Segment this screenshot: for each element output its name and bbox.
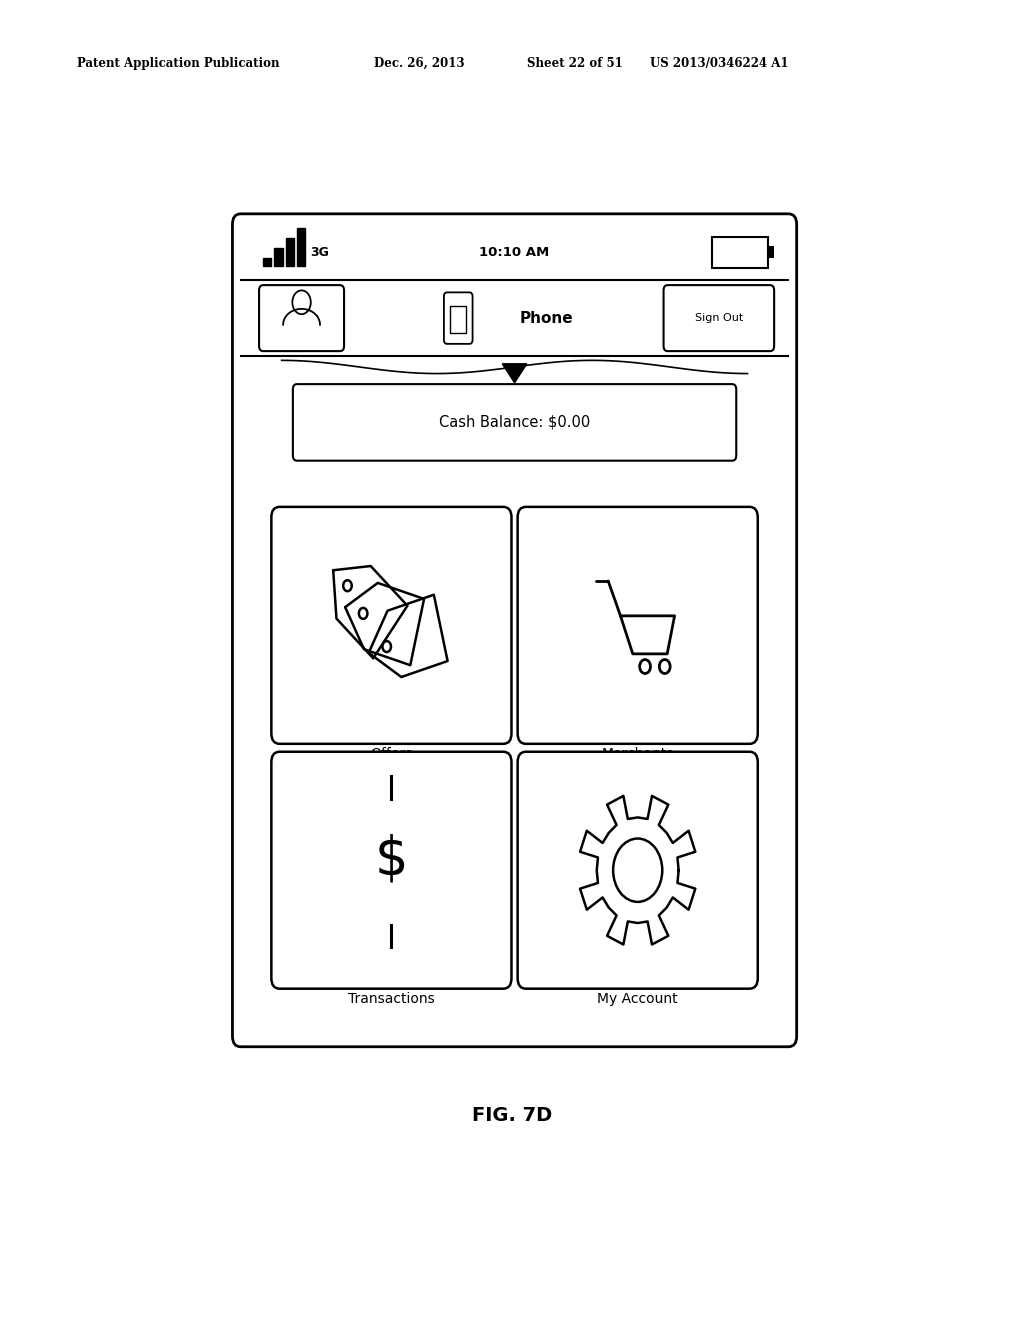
Circle shape [382, 642, 391, 652]
Bar [768, 246, 774, 259]
Polygon shape [502, 364, 526, 383]
FancyBboxPatch shape [271, 752, 511, 989]
Text: Phone: Phone [519, 310, 573, 326]
FancyBboxPatch shape [271, 507, 511, 744]
Circle shape [613, 838, 663, 902]
Text: US 2013/0346224 A1: US 2013/0346224 A1 [650, 57, 788, 70]
FancyBboxPatch shape [232, 214, 797, 1047]
FancyBboxPatch shape [664, 285, 774, 351]
Circle shape [640, 660, 650, 673]
Bar [286, 238, 294, 267]
FancyBboxPatch shape [517, 752, 758, 989]
Circle shape [358, 609, 368, 619]
Text: Offers: Offers [371, 747, 413, 762]
Text: Sheet 22 of 51: Sheet 22 of 51 [527, 57, 624, 70]
Text: $: $ [375, 834, 409, 886]
Bar [263, 257, 271, 267]
Text: 3G: 3G [310, 246, 329, 259]
Bar [297, 228, 305, 267]
FancyBboxPatch shape [517, 507, 758, 744]
Text: Transactions: Transactions [348, 993, 435, 1006]
Text: Cash Balance: $0.00: Cash Balance: $0.00 [439, 414, 590, 430]
FancyBboxPatch shape [443, 293, 472, 345]
Text: 10:10 AM: 10:10 AM [479, 246, 550, 259]
Text: My Account: My Account [597, 993, 678, 1006]
Text: Merchants: Merchants [601, 747, 674, 762]
Circle shape [659, 660, 670, 673]
Text: Dec. 26, 2013: Dec. 26, 2013 [374, 57, 465, 70]
Text: Patent Application Publication: Patent Application Publication [77, 57, 280, 70]
FancyBboxPatch shape [293, 384, 736, 461]
Text: FIG. 7D: FIG. 7D [472, 1106, 552, 1125]
FancyBboxPatch shape [259, 285, 344, 351]
Bar [274, 248, 283, 267]
Text: Sign Out: Sign Out [694, 313, 743, 323]
Circle shape [343, 581, 351, 591]
Bar [450, 306, 466, 334]
Circle shape [293, 290, 311, 314]
Bar [712, 236, 768, 268]
